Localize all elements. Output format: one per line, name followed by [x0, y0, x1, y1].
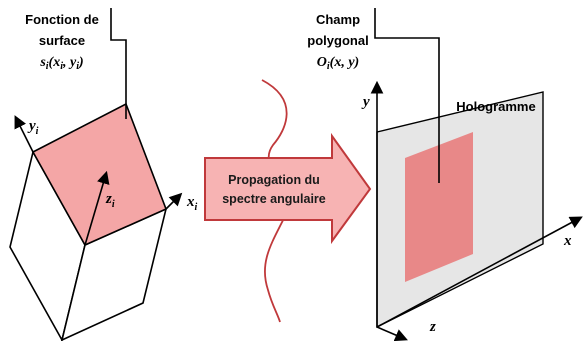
- y-axis-left: [14, 115, 34, 153]
- cube: [9, 102, 168, 341]
- z-axis-right: [376, 326, 408, 341]
- x-axis-right: [376, 216, 583, 328]
- surface-label-line1: Fonction de: [25, 12, 99, 27]
- propagation-label-line2: spectre angulaire: [222, 192, 326, 206]
- z-axis-left-label: zi: [105, 191, 115, 210]
- z-axis-right-label: z: [429, 319, 436, 335]
- x-axis-left: [165, 192, 183, 210]
- x-axis-left-label: xi: [186, 194, 198, 213]
- propagation-label-line1: Propagation du: [228, 173, 320, 187]
- surface-callout-line: [110, 8, 127, 119]
- propagation-arrow: [204, 132, 372, 245]
- field-callout-line: [374, 8, 440, 183]
- y-axis-right-label: y: [361, 94, 370, 110]
- surface-formula: si(xi, yi): [39, 55, 83, 72]
- middle-panel: Propagation du spectre angulaire: [204, 79, 372, 323]
- field-label-line1: Champ: [316, 12, 360, 27]
- field-formula: Oi(x, y): [317, 55, 359, 72]
- hologram-field: [405, 132, 473, 282]
- y-axis-left-label: yi: [27, 118, 39, 137]
- surface-label-line2: surface: [39, 33, 85, 48]
- z-axis-left: [84, 170, 110, 246]
- x-axis-right-label: x: [563, 233, 572, 249]
- hologram-label: Hologramme: [456, 99, 535, 114]
- field-label-line2: polygonal: [307, 33, 368, 48]
- right-panel: y x z Hologramme Champ polygonal Oi(x, y…: [307, 8, 583, 341]
- left-panel: yi xi zi Fonction de surface si(xi, yi): [9, 8, 198, 341]
